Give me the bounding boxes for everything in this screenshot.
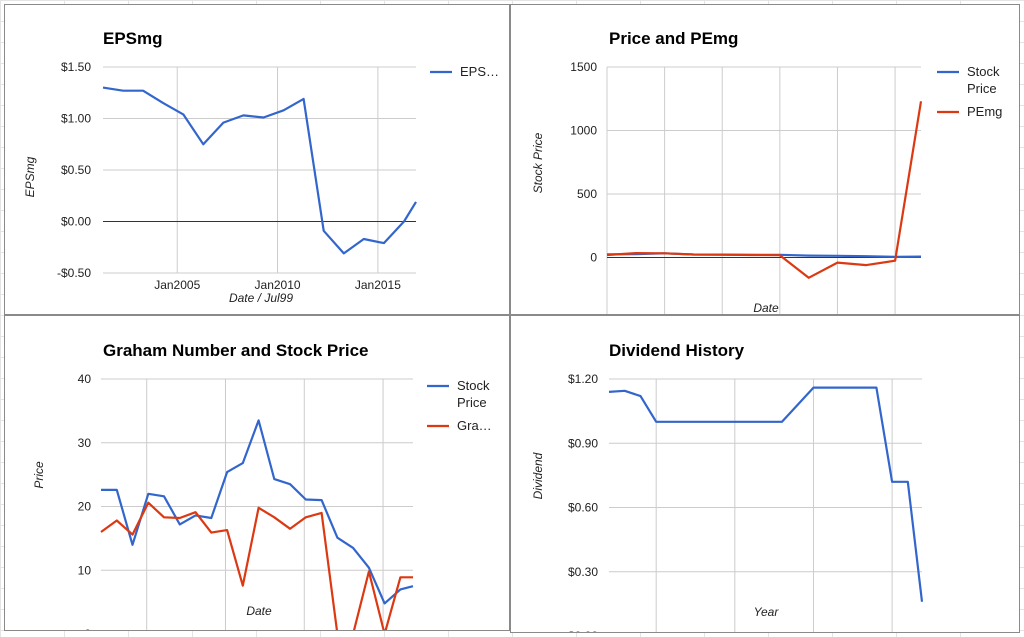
eps-ytick-label: $1.00	[61, 112, 91, 126]
div-ytick-label: $0.90	[568, 436, 598, 450]
graham-ytick-label: 30	[78, 436, 92, 450]
eps-chart-panel: EPSmg -$0.50 $0.00 $0.50 $1.00 $1.50 Jan2005…	[4, 4, 510, 315]
div-chart-title: Dividend History	[609, 341, 745, 360]
graham-series-line-0	[101, 419, 414, 605]
div-ytick-label: $0.60	[568, 501, 598, 515]
pe-ytick-label: 0	[590, 251, 597, 265]
eps-chart-xlabel: Date / Jul99	[229, 291, 293, 305]
eps-chart: EPSmg -$0.50 $0.00 $0.50 $1.00 $1.50 Jan2005…	[23, 29, 499, 305]
eps-ytick-label: $0.50	[61, 163, 91, 177]
graham-ytick-label: 40	[78, 372, 92, 386]
pe-ytick-label: 500	[577, 187, 597, 201]
div-chart-xlabel: Year	[754, 605, 780, 619]
pe-chart: Price and PEmg -500050010001500 Jan2006J…	[531, 29, 1002, 315]
graham-series-line-1	[100, 501, 413, 630]
eps-ytick-label: $0.00	[61, 215, 91, 229]
eps-chart-title: EPSmg	[103, 29, 163, 48]
div-ytick-label: $1.20	[568, 372, 598, 386]
eps-series-line-0	[102, 86, 417, 255]
eps-ytick-label: $1.50	[61, 60, 91, 74]
eps-xtick-label: Jan2005	[154, 278, 200, 292]
div-chart: Dividend History $0.00 $0.30 $0.60 $0.90 $1.…	[531, 341, 924, 633]
div-series-line-0	[608, 386, 924, 602]
pe-ytick-label: 1000	[570, 124, 597, 138]
graham-chart-title: Graham Number and Stock Price	[103, 341, 368, 360]
eps-xtick-label: Jan2015	[355, 278, 401, 292]
pe-chart-panel: Price and PEmg -500050010001500 Jan2006J…	[510, 4, 1020, 315]
div-ytick-label: $0.30	[568, 565, 598, 579]
graham-chart-ylabel: Price	[32, 461, 46, 489]
eps-chart-ylabel: EPSmg	[23, 156, 37, 197]
div-chart-ylabel: Dividend	[531, 452, 545, 499]
eps-legend-label: EPS…	[460, 64, 499, 79]
graham-legend-label: Stock Price	[457, 378, 490, 410]
eps-xtick-label: Jan2010	[255, 278, 301, 292]
pe-chart-title: Price and PEmg	[609, 29, 738, 48]
pe-legend-label: Stock Price	[967, 64, 1000, 96]
graham-legend-label: Gra…	[457, 418, 492, 433]
graham-ytick-label: 10	[78, 563, 92, 577]
pe-series-line-1	[606, 101, 923, 279]
eps-ytick-label: -$0.50	[57, 266, 91, 280]
pe-ytick-label: 1500	[570, 60, 597, 74]
div-ytick-label: $0.00	[568, 629, 598, 633]
graham-ytick-label: 20	[78, 500, 92, 514]
graham-chart-xlabel: Date	[246, 604, 272, 618]
graham-ytick-label: 0	[84, 627, 91, 631]
div-chart-panel: Dividend History $0.00 $0.30 $0.60 $0.90 $1.…	[510, 315, 1020, 633]
pe-chart-xlabel: Date	[753, 301, 779, 315]
pe-chart-ylabel: Stock Price	[531, 132, 545, 193]
graham-chart-panel: Graham Number and Stock Price 010203040 …	[4, 315, 510, 631]
pe-legend-label: PEmg	[967, 104, 1002, 119]
graham-chart: Graham Number and Stock Price 010203040 …	[32, 341, 492, 631]
